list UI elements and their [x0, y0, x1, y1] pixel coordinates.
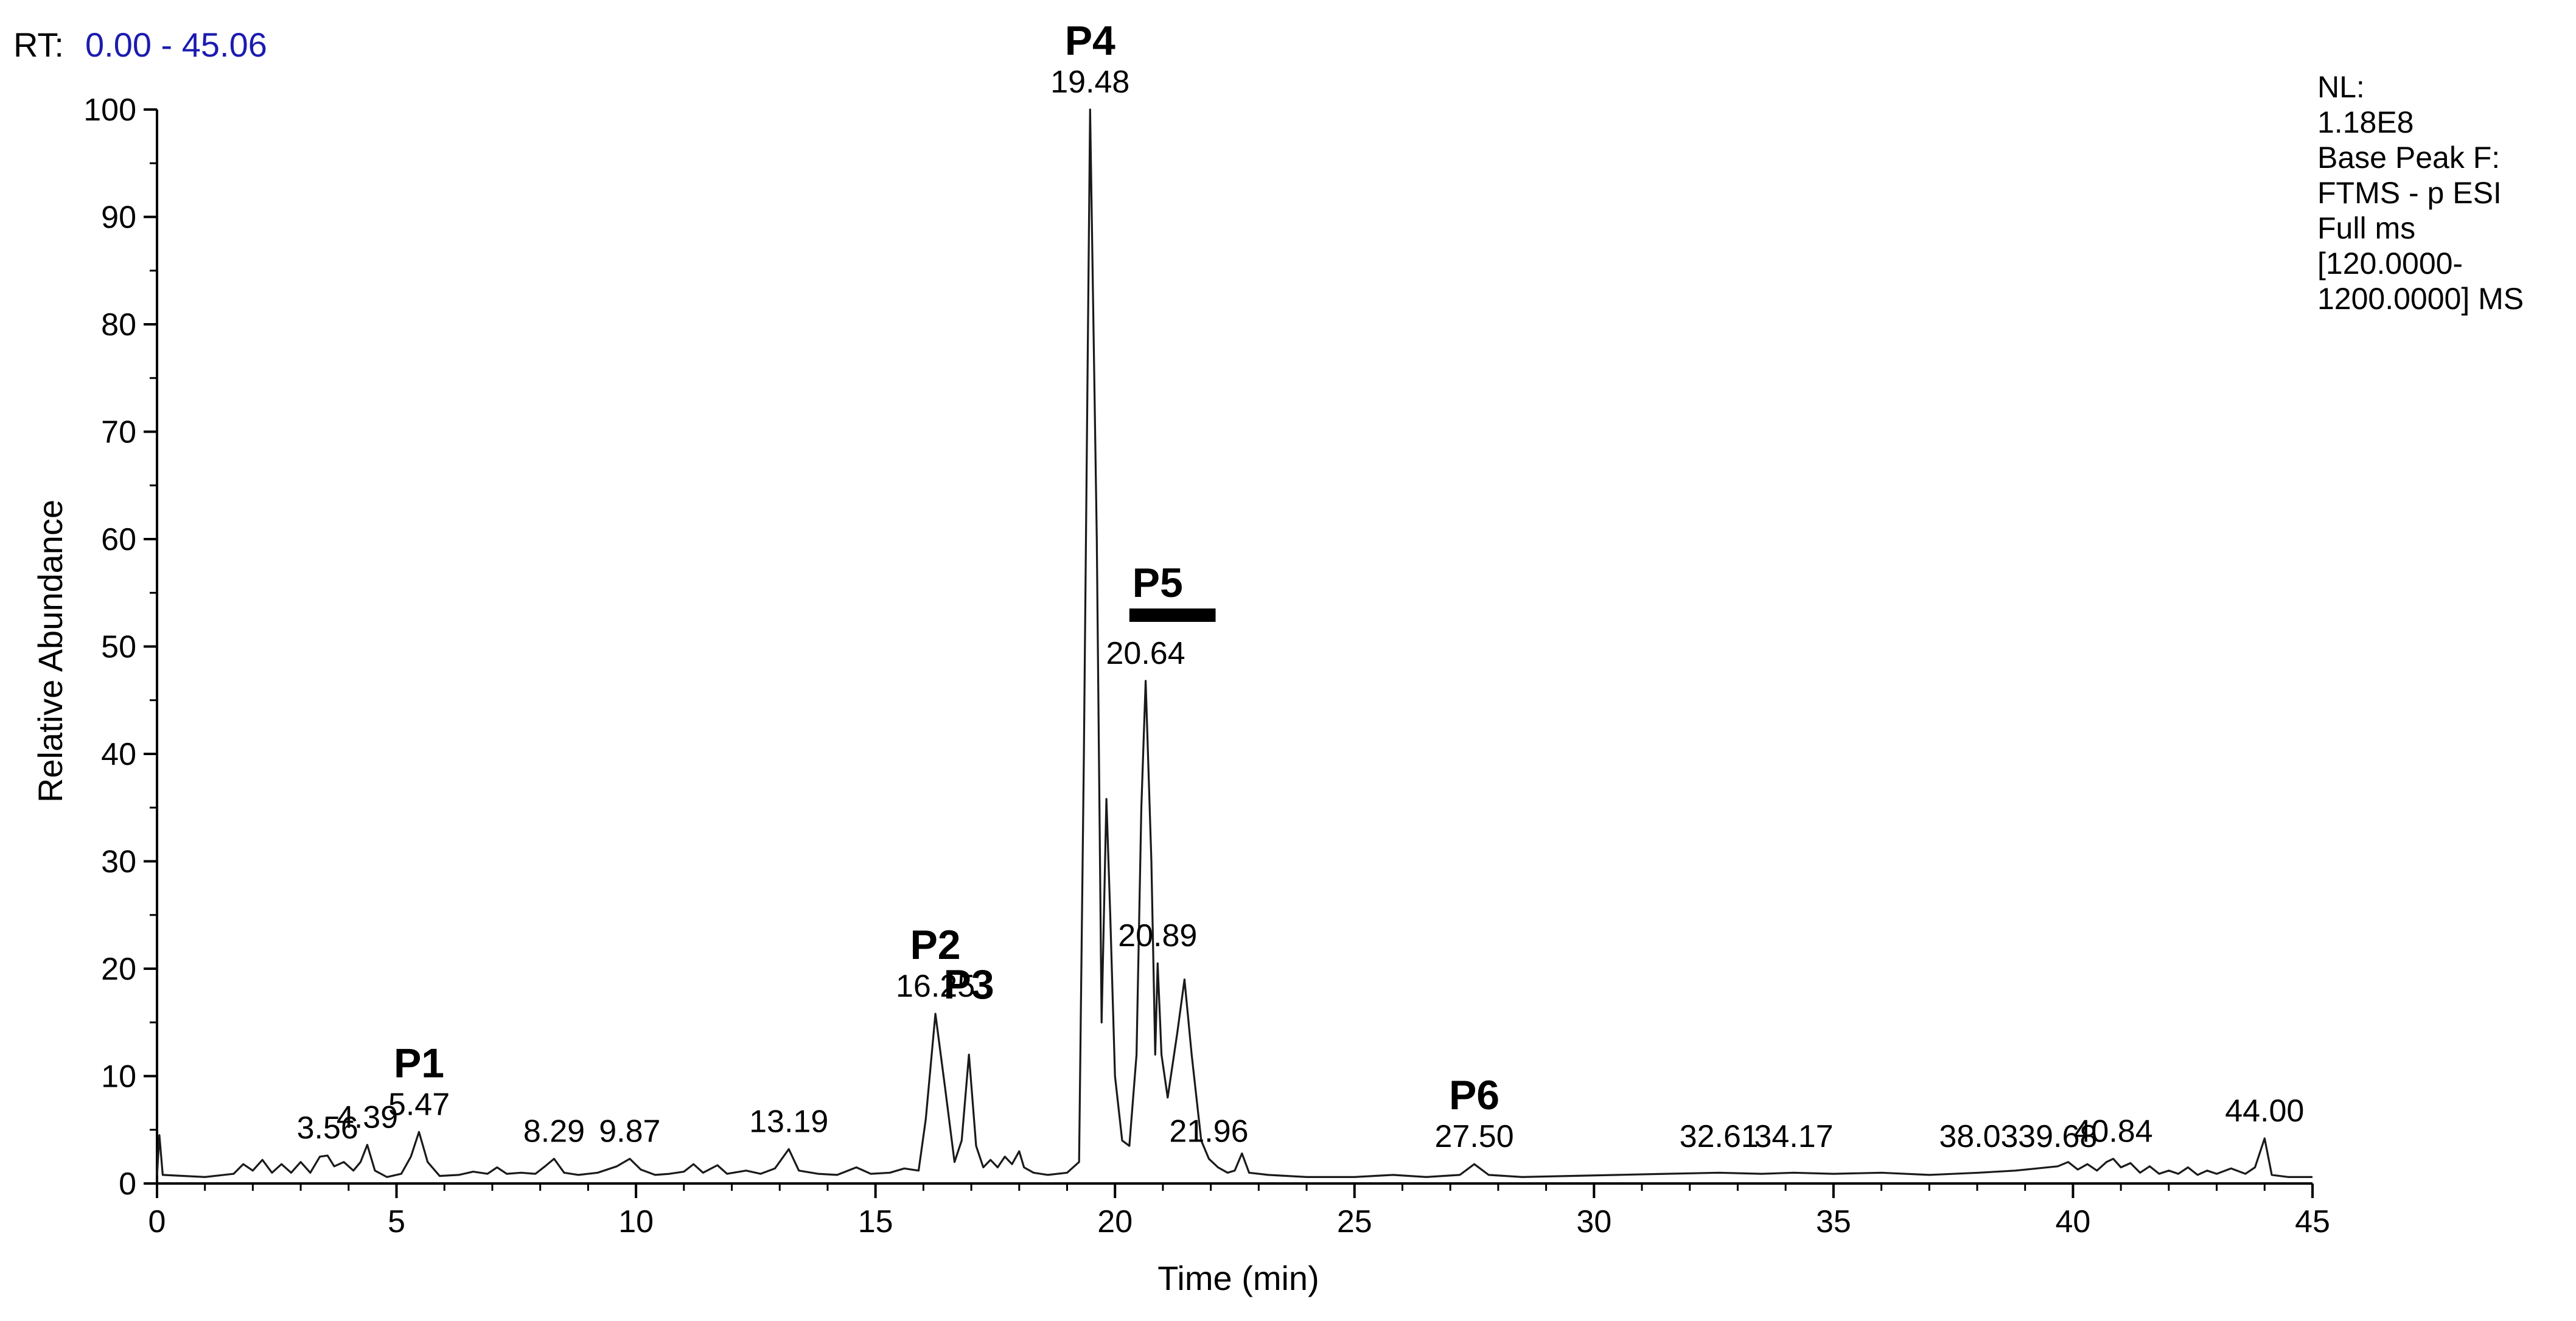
y-tick-label: 20	[101, 952, 136, 987]
peak-label: 21.96	[1169, 1114, 1248, 1149]
peak-label: 19.48	[1050, 64, 1129, 100]
y-tick-label: 0	[119, 1166, 136, 1202]
axes	[156, 110, 2312, 1185]
info-line: NL:	[2317, 70, 2365, 104]
x-axis-title: Time (min)	[1157, 1259, 1319, 1297]
y-tick-label: 40	[101, 737, 136, 772]
rt-range-value: 0.00 - 45.06	[85, 26, 267, 64]
peak-label: 8.29	[523, 1114, 585, 1149]
y-ticks: 0 10 20 30 40 50 60 70 80 90 100	[83, 92, 157, 1202]
info-line: 1200.0000] MS	[2317, 282, 2524, 316]
peak-label: 34.17	[1754, 1119, 1833, 1154]
rt-label: RT:	[13, 26, 64, 64]
x-tick-label: 40	[2056, 1204, 2091, 1239]
peak-label: 20.64	[1106, 636, 1185, 671]
annotation-label: P2	[910, 922, 960, 968]
y-tick-label: 50	[101, 630, 136, 665]
peak-label: 20.89	[1118, 918, 1197, 953]
peak-label: 27.50	[1434, 1119, 1513, 1154]
peak-label: 40.84	[2073, 1114, 2152, 1149]
info-line: FTMS - p ESI	[2317, 176, 2502, 210]
peak-label: 39.68	[2018, 1119, 2097, 1154]
annotation-label: P1	[394, 1040, 444, 1086]
x-tick-label: 35	[1816, 1204, 1851, 1239]
plot-area	[156, 108, 2312, 1179]
y-tick-label: 60	[101, 522, 136, 557]
x-tick-label: 0	[148, 1204, 166, 1239]
x-tick-label: 30	[1576, 1204, 1611, 1239]
y-axis-title: Relative Abundance	[31, 500, 69, 803]
y-tick-label: 30	[101, 845, 136, 880]
info-line: Full ms	[2317, 211, 2415, 245]
peak-label: 9.87	[599, 1114, 660, 1149]
x-tick-label: 25	[1337, 1204, 1372, 1239]
info-line: 1.18E8	[2317, 105, 2414, 139]
x-tick-label: 20	[1097, 1204, 1133, 1239]
y-tick-label: 10	[101, 1059, 136, 1095]
peak-label: 32.61	[1680, 1119, 1759, 1154]
annotation-label: P5	[1133, 560, 1183, 606]
y-tick-label: 100	[83, 92, 136, 128]
x-tick-label: 45	[2295, 1204, 2330, 1239]
y-tick-label: 70	[101, 415, 136, 450]
peak-label: 38.03	[1939, 1119, 2018, 1154]
y-tick-label: 80	[101, 307, 136, 343]
info-line: [120.0000-	[2317, 246, 2463, 281]
x-tick-label: 5	[388, 1204, 405, 1239]
x-tick-label: 15	[858, 1204, 893, 1239]
peak-label: 4.39	[337, 1100, 398, 1135]
peak-label: 44.00	[2225, 1093, 2304, 1129]
peak-label: 3.56	[297, 1110, 358, 1146]
x-ticks: 0 5 10 15 20 25 30 35 40 45	[148, 1183, 2330, 1239]
peak-label: 5.47	[388, 1087, 450, 1122]
annotation-label: P6	[1449, 1072, 1499, 1118]
annotation-label: P4	[1065, 18, 1115, 64]
annotation-label: P3	[944, 961, 994, 1008]
chromatogram-trace	[156, 108, 2312, 1179]
y-tick-label: 90	[101, 200, 136, 235]
x-tick-label: 10	[618, 1204, 654, 1239]
peak-labels: 3.564.395.47 8.29 9.87 13.19 16.25 19.48 20.64…	[297, 64, 2305, 1154]
info-line: Base Peak F:	[2317, 141, 2500, 175]
peak-label: 16.25	[896, 969, 975, 1004]
peak-label: 13.19	[749, 1104, 828, 1140]
